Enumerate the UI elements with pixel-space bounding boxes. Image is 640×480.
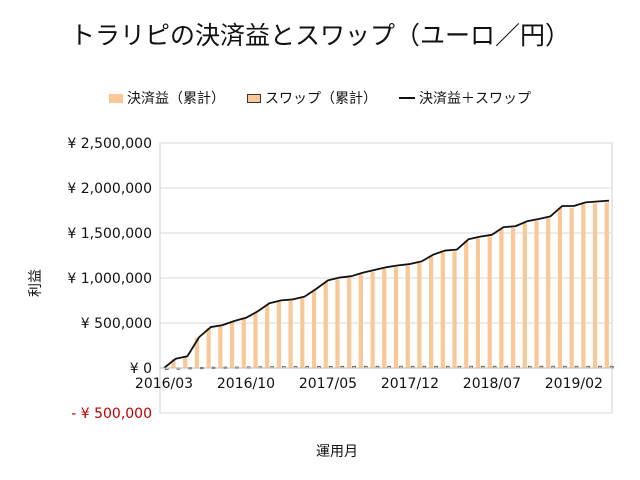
x-tick-label-3: 2017/12 <box>381 376 439 392</box>
bar-realized-36 <box>581 204 586 368</box>
bar-realized-28 <box>487 236 492 368</box>
axis-layer: - ¥ 500,000 ¥ 0 ¥ 500,000 ¥ 1,000,000 ¥ 1,50… <box>67 136 612 422</box>
bar-realized-34 <box>557 207 563 368</box>
bar-realized-21 <box>405 265 410 368</box>
legend-item-swap: スワップ（累計） <box>247 88 377 108</box>
bar-realized-30 <box>510 228 516 368</box>
legend-line-total <box>399 97 415 99</box>
x-tick-label-2: 2017/05 <box>299 376 357 392</box>
y-tick-label-6: ¥ 2,500,000 <box>67 136 152 152</box>
bar-realized-11 <box>288 300 293 368</box>
legend-item-realized: 決済益（累計） <box>109 88 225 108</box>
legend-label-swap: スワップ（累計） <box>265 91 377 107</box>
bar-realized-2 <box>183 356 188 368</box>
bar-realized-37 <box>592 203 598 368</box>
bar-realized-5 <box>218 326 223 368</box>
bar-realized-6 <box>229 322 235 368</box>
bar-realized-38 <box>604 202 609 368</box>
legend-label-realized: 決済益（累計） <box>127 91 225 107</box>
y-tick-label-5: ¥ 2,000,000 <box>67 181 152 197</box>
bar-realized-14 <box>323 282 328 368</box>
bar-realized-9 <box>265 304 270 368</box>
bar-realized-32 <box>534 220 539 368</box>
bar-realized-3 <box>194 337 200 368</box>
bar-realized-25 <box>452 251 457 368</box>
y-tick-label-3: ¥ 1,000,000 <box>67 271 152 287</box>
bar-realized-31 <box>522 223 527 368</box>
bar-realized-17 <box>358 274 363 368</box>
bar-realized-26 <box>464 241 469 368</box>
bar-realized-20 <box>393 267 399 368</box>
bar-realized-35 <box>569 207 574 368</box>
legend-item-total: 決済益＋スワップ <box>399 88 531 108</box>
bar-realized-33 <box>546 218 551 368</box>
bar-realized-23 <box>429 256 434 368</box>
y-axis-label: 利益 <box>28 269 44 297</box>
line-layer <box>163 199 610 369</box>
x-tick-label-0: 2016/03 <box>135 376 193 392</box>
bar-realized-10 <box>276 301 281 368</box>
bar-realized-27 <box>475 238 481 368</box>
bar-realized-24 <box>440 252 445 368</box>
bar-realized-7 <box>241 318 246 368</box>
x-tick-label-4: 2018/07 <box>463 376 521 392</box>
legend-label-total: 決済益＋スワップ <box>419 91 531 107</box>
bar-realized-4 <box>206 327 211 368</box>
bar-realized-12 <box>300 298 305 368</box>
y-tick-label-4: ¥ 1,500,000 <box>67 226 152 242</box>
bar-realized-16 <box>347 278 352 368</box>
legend-swatch-realized <box>109 93 123 103</box>
bar-realized-18 <box>370 271 375 368</box>
x-tick-label-5: 2019/02 <box>545 376 603 392</box>
series-line-total <box>163 199 610 369</box>
bar-realized-29 <box>499 228 504 368</box>
legend-swatch-swap <box>247 93 261 103</box>
y-tick-label-0: - ¥ 500,000 <box>71 406 152 422</box>
y-tick-label-1: ¥ 0 <box>130 361 152 377</box>
x-tick-label-1: 2016/10 <box>217 376 275 392</box>
chart-title: トラリピの決済益とスワップ（ユーロ／円） <box>69 21 570 50</box>
bars-layer <box>164 202 614 370</box>
bar-realized-8 <box>253 312 258 368</box>
bar-realized-22 <box>417 263 422 368</box>
bar-realized-13 <box>311 290 317 368</box>
bar-realized-1 <box>171 359 176 368</box>
bar-realized-15 <box>335 279 340 368</box>
x-axis-label: 運用月 <box>316 444 358 460</box>
y-tick-label-2: ¥ 500,000 <box>81 316 152 332</box>
bar-realized-19 <box>382 269 387 368</box>
legend: 決済益（累計） スワップ（累計） 決済益＋スワップ <box>0 88 640 108</box>
